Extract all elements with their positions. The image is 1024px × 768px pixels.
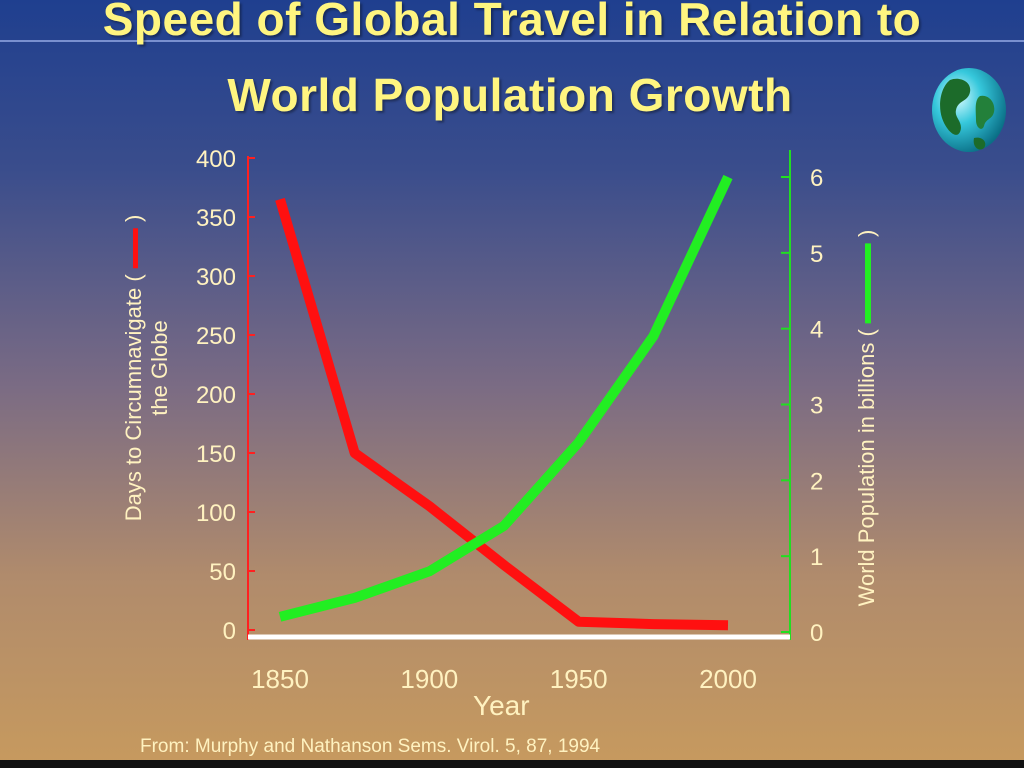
x-tick-label: 1900 bbox=[400, 664, 458, 694]
top-divider bbox=[0, 40, 1024, 42]
x-tick-label: 2000 bbox=[699, 664, 757, 694]
y-right-tick-label: 4 bbox=[810, 317, 823, 344]
x-tick-label: 1950 bbox=[550, 664, 608, 694]
globe-icon bbox=[932, 68, 1006, 152]
y-axis-left-legend-swatch bbox=[132, 228, 138, 269]
slide-title-line-2: World Population Growth bbox=[227, 69, 793, 121]
y-axis-right-title-close: ) bbox=[854, 229, 879, 237]
y-axis-left-title-line-2: the Globe bbox=[147, 320, 172, 416]
series-line-left bbox=[275, 197, 729, 631]
slide-title-line-1: Speed of Global Travel in Relation to bbox=[102, 0, 922, 45]
series-line-right bbox=[278, 174, 733, 622]
y-left-tick-label: 150 bbox=[196, 441, 236, 468]
y-axis-left-title-line-1: Days to Circumnavigate ( bbox=[121, 274, 146, 522]
y-axis-right-title-text: World Population in billions ( bbox=[854, 329, 879, 607]
y-left-tick-label: 200 bbox=[196, 382, 236, 409]
x-axis-title: Year bbox=[473, 690, 530, 721]
bottom-bar bbox=[0, 760, 1024, 768]
source-citation: From: Murphy and Nathanson Sems. Virol. … bbox=[140, 736, 601, 757]
y-left-tick-label: 0 bbox=[223, 618, 236, 645]
y-right-tick-label: 0 bbox=[810, 620, 823, 647]
x-tick-label: 1850 bbox=[251, 664, 309, 694]
y-left-tick-label: 250 bbox=[196, 323, 236, 350]
y-axis-right-title: World Population in billions ( ) bbox=[854, 230, 880, 607]
y-left-tick-label: 100 bbox=[196, 500, 236, 527]
y-right-tick-label: 3 bbox=[810, 393, 823, 420]
y-axis-left-title: Days to Circumnavigate ( ) the Globe bbox=[121, 215, 173, 522]
y-right-tick-label: 2 bbox=[810, 468, 823, 495]
y-left-tick-label: 50 bbox=[209, 559, 236, 586]
y-right-tick-label: 5 bbox=[810, 241, 823, 268]
y-left-tick-label: 350 bbox=[196, 205, 236, 232]
y-right-tick-label: 1 bbox=[810, 544, 823, 571]
y-axis-left-title-close: ) bbox=[121, 214, 146, 223]
y-left-tick-label: 300 bbox=[196, 264, 236, 291]
y-right-tick-label: 6 bbox=[810, 165, 823, 192]
y-left-tick-label: 400 bbox=[196, 146, 236, 173]
y-axis-right-legend-swatch bbox=[865, 243, 872, 324]
